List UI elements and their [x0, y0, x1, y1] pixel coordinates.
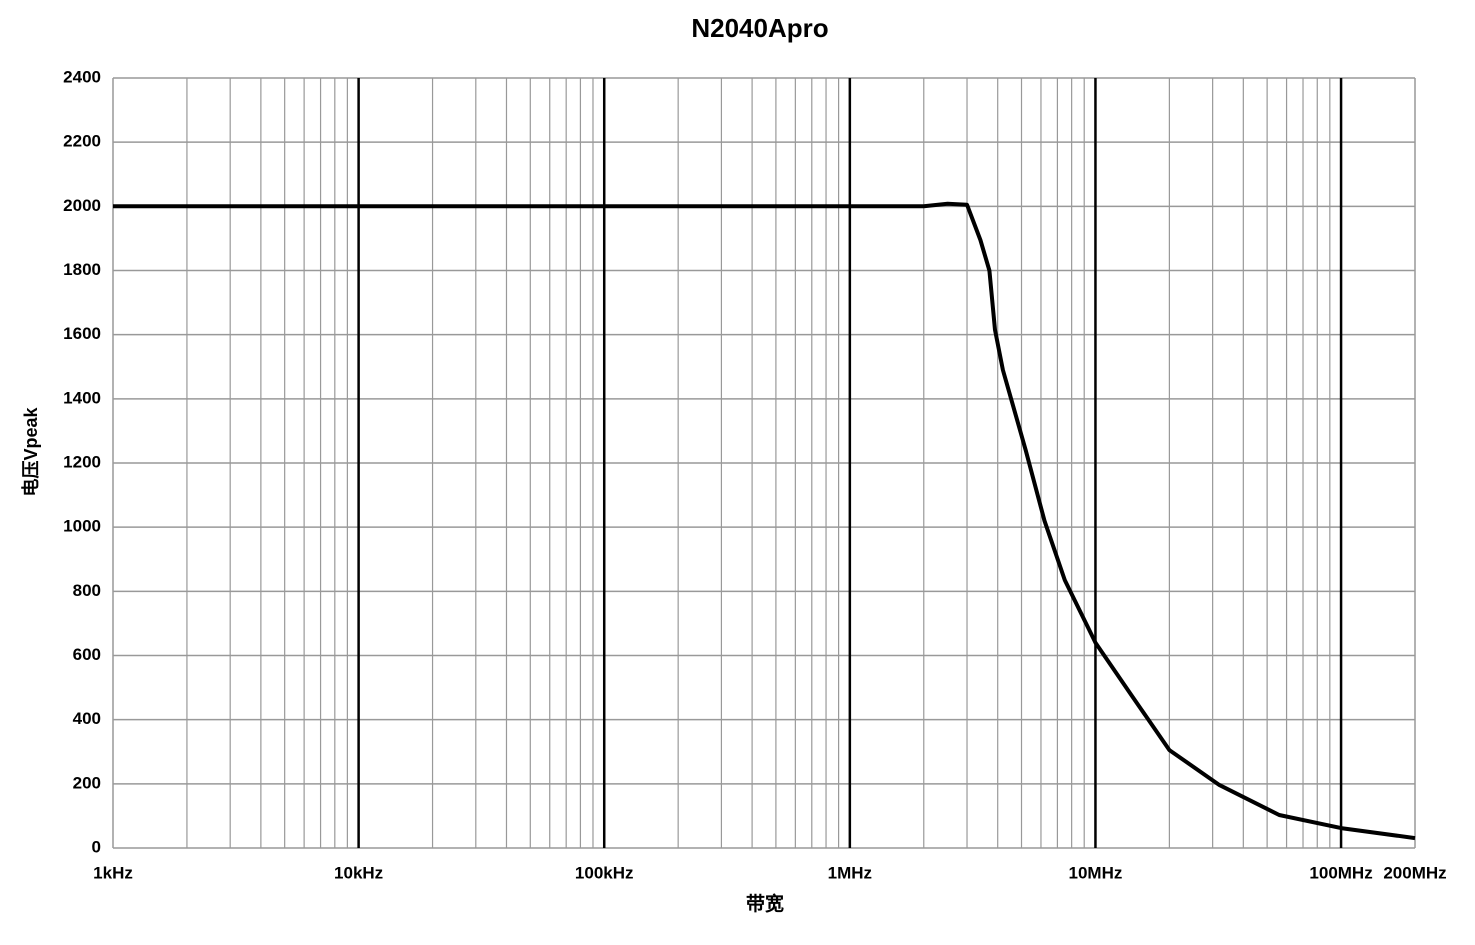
y-tick-label: 1800: [63, 260, 101, 279]
x-tick-label: 1kHz: [93, 863, 133, 882]
y-tick-label: 1200: [63, 452, 101, 471]
y-tick-label: 2000: [63, 196, 101, 215]
data-line: [113, 201, 1416, 841]
x-tick-label: 10kHz: [334, 863, 383, 882]
y-tick-label: 1000: [63, 517, 101, 536]
y-tick-label: 800: [73, 581, 101, 600]
x-tick-label: 200MHz: [1383, 863, 1446, 882]
x-tick-label: 10MHz: [1069, 863, 1123, 882]
y-tick-label: 0: [92, 837, 101, 856]
y-tick-label: 400: [73, 709, 101, 728]
y-tick-label: 2200: [63, 132, 101, 151]
x-tick-label: 1MHz: [828, 863, 872, 882]
y-tick-label: 200: [73, 773, 101, 792]
y-tick-label: 600: [73, 645, 101, 664]
x-axis-label: 带宽: [746, 892, 784, 915]
y-tick-label: 2400: [63, 67, 101, 86]
y-axis-label: 电压Vpeak: [20, 407, 41, 497]
y-tick-label: 1600: [63, 324, 101, 343]
y-tick-label: 1400: [63, 388, 101, 407]
x-tick-label: 100kHz: [575, 863, 634, 882]
x-tick-label: 100MHz: [1309, 863, 1372, 882]
chart-title: N2040Apro: [691, 13, 828, 43]
